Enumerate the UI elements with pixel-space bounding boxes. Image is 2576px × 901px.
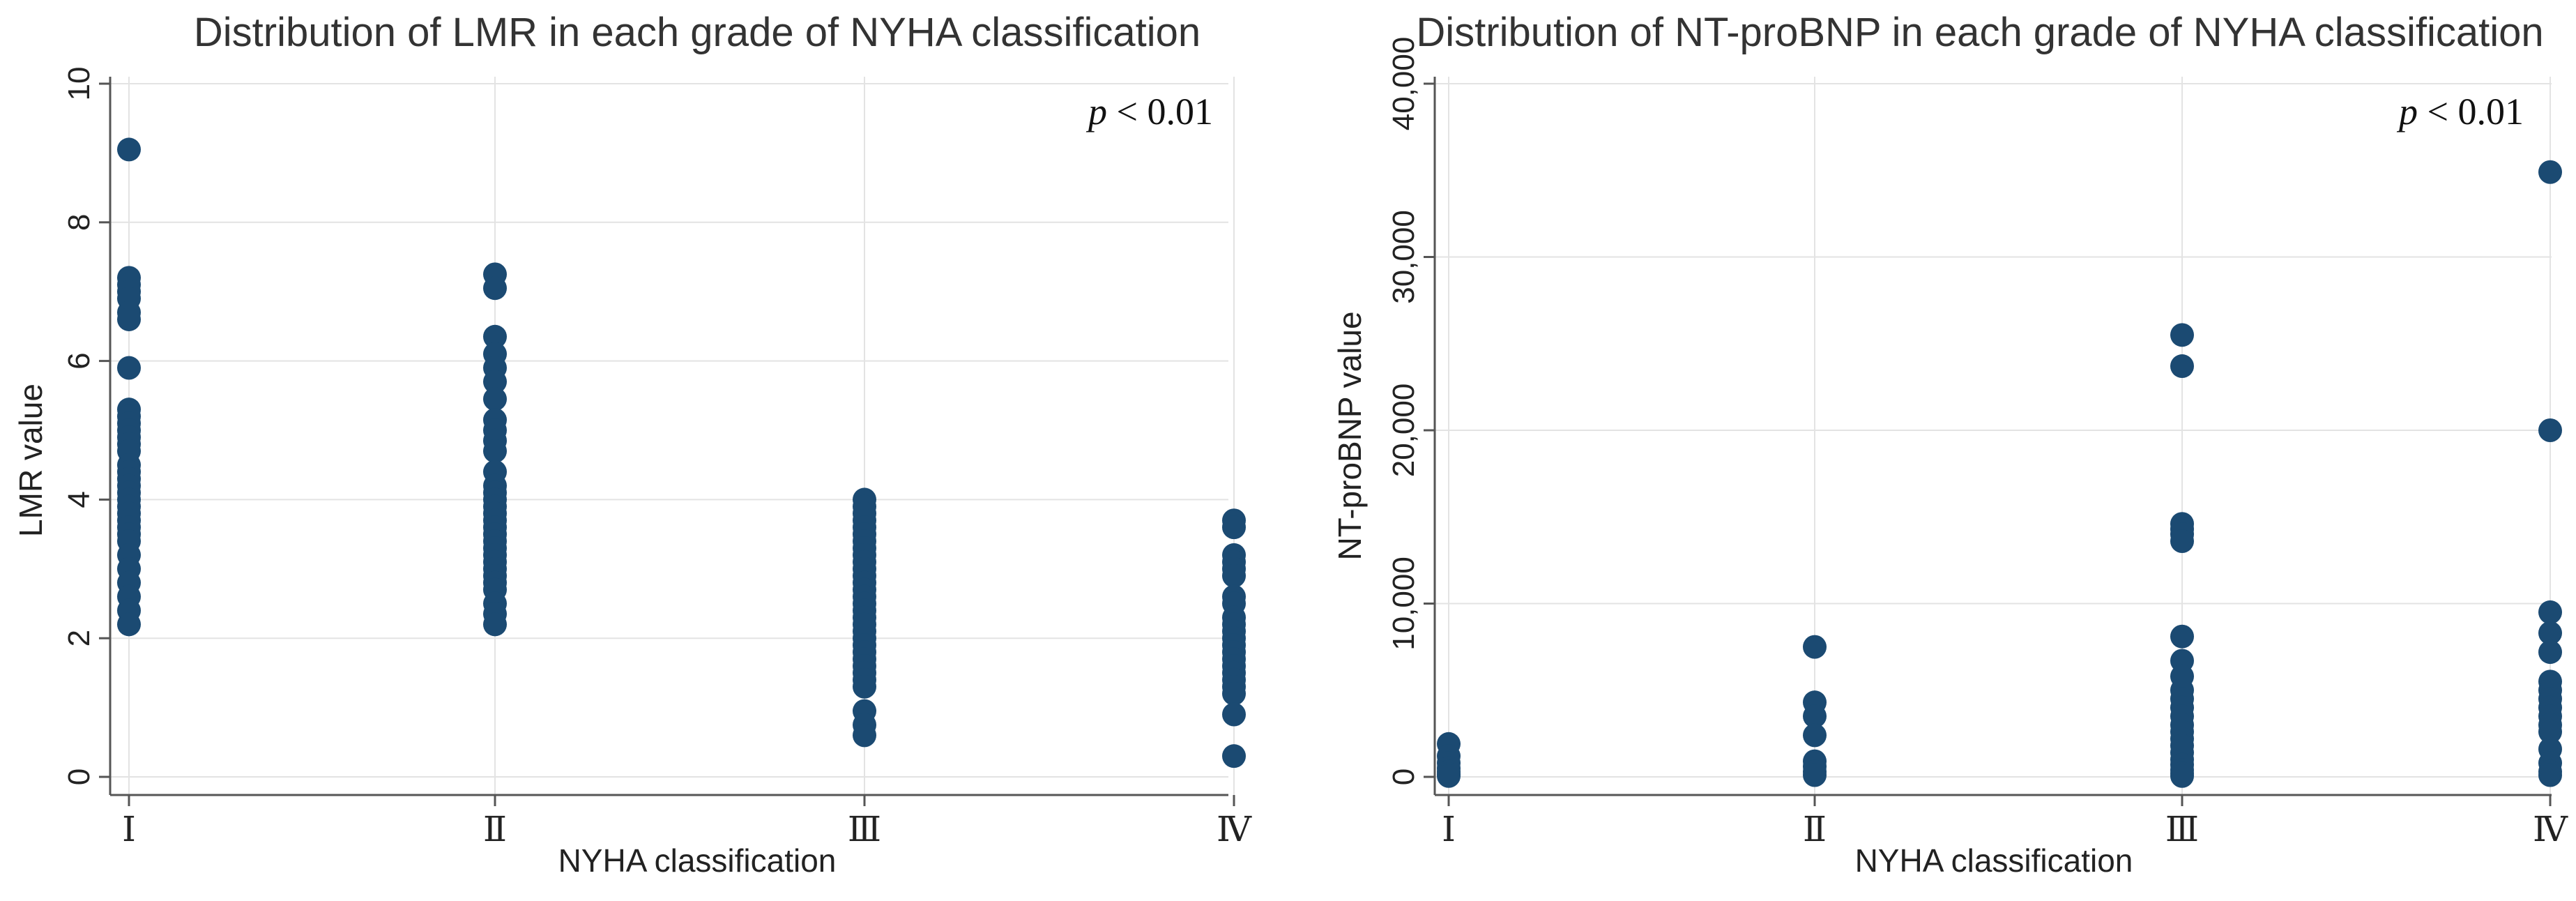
chart-ntprobnp-pvalue-text: < 0.01 <box>2418 91 2524 132</box>
chart-lmr-point <box>117 307 141 331</box>
chart-ntprobnp-xtick-label: Ⅳ <box>2533 810 2568 849</box>
chart-ntprobnp-point <box>1437 764 1461 788</box>
chart-ntprobnp-point <box>2538 621 2562 645</box>
chart-lmr-point <box>117 137 141 162</box>
chart-lmr-ytick-label: 6 <box>62 352 96 369</box>
chart-lmr-point <box>483 276 507 301</box>
chart-ntprobnp-point <box>2170 624 2194 649</box>
chart-lmr-point <box>853 674 876 699</box>
chart-lmr-point <box>1222 563 1246 588</box>
chart-lmr-title: Distribution of LMR in each grade of NYH… <box>194 10 1201 55</box>
chart-lmr-pvalue-text: < 0.01 <box>1107 91 1213 132</box>
chart-lmr-xtick-label: Ⅰ <box>122 810 136 849</box>
chart-ntprobnp-xtick-label: Ⅰ <box>1442 810 1456 849</box>
chart-ntprobnp-pvalue-p: p <box>2396 91 2418 132</box>
chart-ntprobnp-point <box>2170 764 2194 788</box>
chart-lmr: Distribution of LMR in each grade of NYH… <box>13 10 1252 879</box>
chart-lmr-xtick-label: Ⅲ <box>848 810 881 849</box>
chart-ntprobnp-point <box>1803 704 1827 729</box>
chart-lmr-point <box>853 723 876 748</box>
chart-lmr-xlabel: NYHA classification <box>558 842 837 879</box>
chart-ntprobnp-point <box>2538 720 2562 744</box>
chart-ntprobnp-point <box>2538 600 2562 624</box>
chart-ntprobnp-xlabel: NYHA classification <box>1855 842 2133 879</box>
chart-lmr-point <box>117 612 141 637</box>
chart-ntprobnp-ytick-label: 0 <box>1387 768 1421 785</box>
chart-lmr-pvalue-p: p <box>1085 91 1107 132</box>
chart-ntprobnp-point <box>2538 640 2562 665</box>
chart-ntprobnp-title: Distribution of NT-proBNP in each grade … <box>1416 10 2543 55</box>
chart-ntprobnp-point <box>2538 160 2562 184</box>
chart-lmr-xtick-label: Ⅱ <box>483 810 507 849</box>
chart-lmr-point <box>1222 515 1246 540</box>
chart-ntprobnp-point <box>2538 418 2562 442</box>
chart-lmr-point <box>117 356 141 380</box>
chart-ntprobnp-xtick-label: Ⅲ <box>2165 810 2199 849</box>
chart-ntprobnp-point <box>1803 635 1827 659</box>
chart-lmr-point <box>483 370 507 394</box>
chart-ntprobnp-point <box>1803 723 1827 748</box>
chart-lmr-point <box>483 439 507 463</box>
chart-ntprobnp-ytick-label: 30,000 <box>1387 210 1421 304</box>
chart-lmr-ytick-label: 0 <box>62 768 96 785</box>
chart-lmr-point <box>483 387 507 411</box>
chart-ntprobnp-ytick-label: 20,000 <box>1387 384 1421 478</box>
chart-ntprobnp: Distribution of NT-proBNP in each grade … <box>1332 10 2568 879</box>
chart-lmr-point <box>483 612 507 637</box>
chart-lmr-ytick-label: 8 <box>62 214 96 231</box>
chart-ntprobnp-ytick-label: 10,000 <box>1387 556 1421 651</box>
chart-ntprobnp-ylabel: NT-proBNP value <box>1332 311 1368 560</box>
chart-lmr-pvalue: p < 0.01 <box>1085 91 1213 132</box>
chart-lmr-ytick-label: 4 <box>62 491 96 508</box>
chart-ntprobnp-ytick-label: 40,000 <box>1387 37 1421 131</box>
chart-lmr-point <box>1222 744 1246 768</box>
chart-ntprobnp-point <box>2170 323 2194 347</box>
chart-lmr-ytick-label: 2 <box>62 630 96 646</box>
chart-ntprobnp-pvalue: p < 0.01 <box>2396 91 2524 132</box>
chart-lmr-plot: 0 2 4 6 8 10 Ⅰ Ⅱ Ⅲ Ⅳ <box>62 67 1252 849</box>
chart-lmr-point <box>1222 681 1246 706</box>
chart-lmr-point <box>483 324 507 349</box>
chart-ntprobnp-point <box>1803 763 1827 787</box>
chart-lmr-xtick-label: Ⅳ <box>1217 810 1252 849</box>
chart-lmr-point <box>1222 702 1246 727</box>
chart-lmr-ytick-label: 10 <box>62 67 96 101</box>
chart-lmr-ylabel: LMR value <box>13 384 49 537</box>
chart-ntprobnp-point <box>2170 529 2194 554</box>
chart-ntprobnp-plot: 0 10,000 20,000 30,000 40,000 Ⅰ Ⅱ Ⅲ Ⅳ <box>1387 37 2568 849</box>
chart-ntprobnp-point <box>2538 763 2562 787</box>
chart-ntprobnp-point <box>2170 354 2194 379</box>
chart-ntprobnp-xtick-label: Ⅱ <box>1803 810 1827 849</box>
